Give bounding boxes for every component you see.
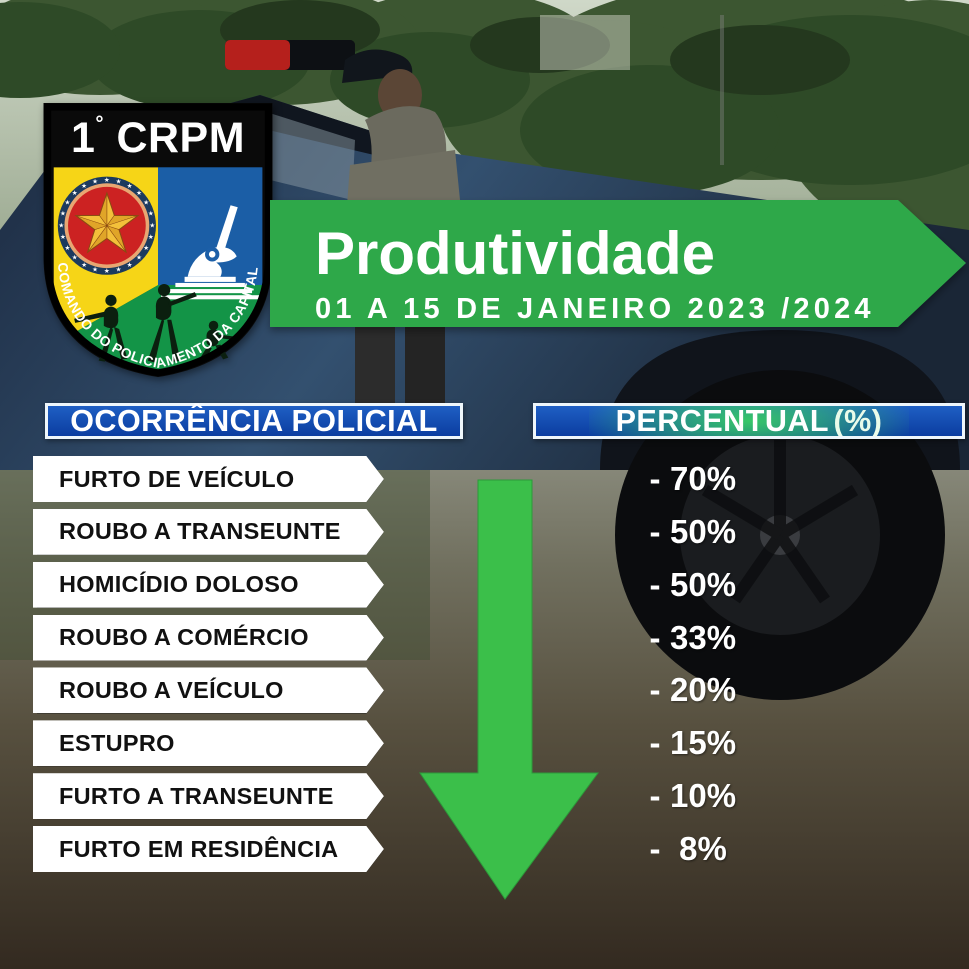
svg-text:★: ★ [104,176,110,184]
svg-text:★: ★ [136,254,142,262]
svg-text:★: ★ [65,244,71,252]
svg-text:★: ★ [65,199,71,207]
svg-text:★: ★ [104,267,110,275]
svg-text:★: ★ [92,265,98,273]
svg-text:★: ★ [81,261,87,269]
svg-text:★: ★ [72,189,78,197]
svg-text:★: ★ [127,261,133,269]
svg-text:★: ★ [72,254,78,262]
svg-text:★: ★ [116,177,122,185]
svg-text:★: ★ [60,233,66,241]
svg-text:★: ★ [60,210,66,218]
svg-text:★: ★ [143,244,149,252]
svg-text:★: ★ [143,199,149,207]
svg-text:★: ★ [149,221,155,229]
svg-text:★: ★ [136,189,142,197]
svg-text:★: ★ [58,221,64,229]
svg-text:★: ★ [92,177,98,185]
svg-text:★: ★ [148,210,154,218]
svg-text:★: ★ [148,233,154,241]
svg-text:★: ★ [116,265,122,273]
svg-text:★: ★ [81,182,87,190]
svg-text:★: ★ [127,182,133,190]
